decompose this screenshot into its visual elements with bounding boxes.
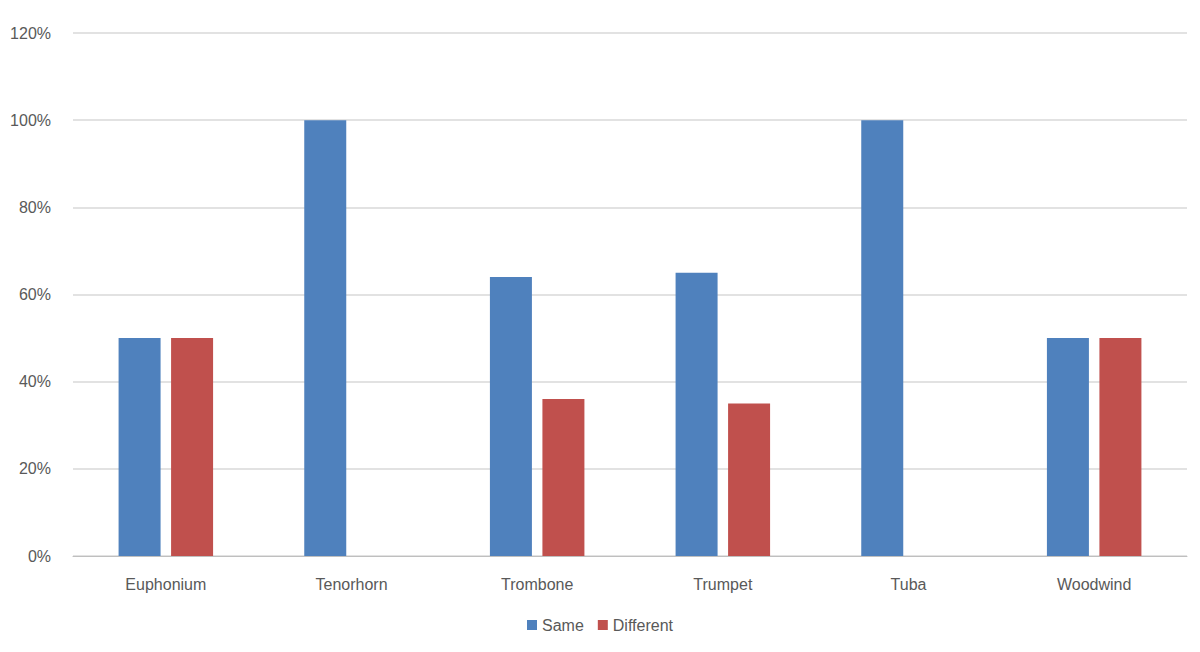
svg-text:Different: Different — [613, 617, 674, 634]
svg-text:Tuba: Tuba — [891, 576, 927, 593]
svg-text:Tenorhorn: Tenorhorn — [315, 576, 387, 593]
svg-text:20%: 20% — [19, 460, 51, 477]
svg-text:Trombone: Trombone — [501, 576, 573, 593]
svg-text:120%: 120% — [10, 25, 51, 42]
svg-text:60%: 60% — [19, 286, 51, 303]
svg-text:100%: 100% — [10, 112, 51, 129]
svg-text:80%: 80% — [19, 199, 51, 216]
svg-text:0%: 0% — [28, 548, 51, 565]
svg-text:Euphonium: Euphonium — [125, 576, 206, 593]
svg-text:Same: Same — [542, 617, 584, 634]
svg-text:Trumpet: Trumpet — [693, 576, 753, 593]
svg-text:40%: 40% — [19, 373, 51, 390]
svg-text:Woodwind: Woodwind — [1057, 576, 1131, 593]
